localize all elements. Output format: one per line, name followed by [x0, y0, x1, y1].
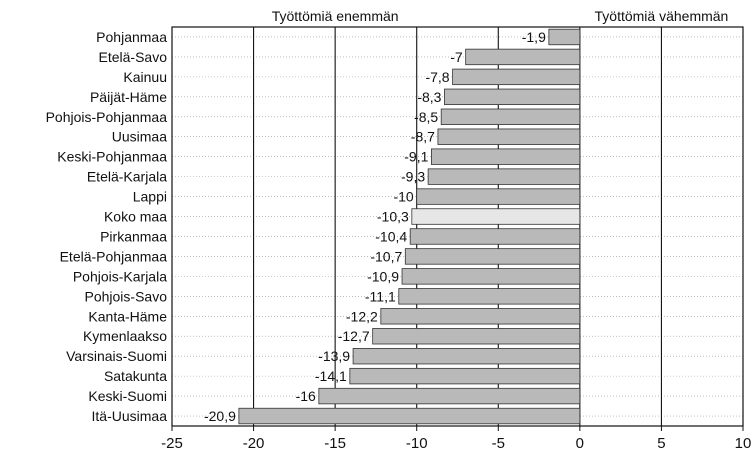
bars — [238, 28, 581, 425]
x-tick-label: -15 — [324, 435, 346, 452]
bar — [452, 68, 581, 86]
category-label: Kymenlaakso — [83, 328, 167, 344]
bar — [398, 288, 581, 305]
value-label: -10 — [393, 189, 413, 205]
value-label: -10,9 — [367, 268, 399, 284]
category-label: Pohjois-Savo — [85, 288, 168, 304]
value-label: -10,7 — [370, 248, 402, 264]
category-label: Satakunta — [104, 368, 167, 384]
x-tick-label: 0 — [576, 435, 584, 452]
category-label: Etelä-Karjala — [87, 169, 167, 185]
bar — [548, 28, 581, 46]
value-labels: -1,9 -7-7,8 -8,3 -8,5 -8,7 -9,1 -9,3 -10 -10,3 -1… — [204, 29, 546, 424]
category-label: Etelä-Savo — [99, 49, 168, 65]
bar — [352, 347, 581, 365]
value-label: -10,4 — [375, 228, 407, 244]
value-label: -8,3 — [417, 89, 441, 105]
category-label: Kanta-Häme — [88, 308, 167, 324]
bar — [430, 148, 581, 165]
x-axis-ticks: -25 -20 -15 -10 -5 0 5 10 — [161, 426, 751, 452]
category-label: Päijät-Häme — [90, 89, 167, 105]
category-label: Keski-Suomi — [88, 388, 167, 404]
header-fewer-unemployed: Työttömiä vähemmän — [595, 8, 729, 24]
category-label: Etelä-Pohjanmaa — [60, 248, 168, 264]
category-label: Varsinais-Suomi — [66, 348, 167, 364]
bar — [440, 108, 581, 125]
category-label: Pohjois-Pohjanmaa — [46, 109, 168, 125]
value-label: -14,1 — [315, 368, 347, 384]
value-label: -8,5 — [414, 109, 438, 125]
header-more-unemployed: Työttömiä enemmän — [272, 8, 399, 24]
bar — [409, 228, 581, 245]
bar — [411, 208, 581, 225]
vertical-gridlines — [253, 27, 662, 426]
bar — [437, 128, 581, 145]
value-label: -16 — [296, 388, 316, 404]
value-label: -10,3 — [377, 209, 409, 225]
bar — [444, 88, 581, 106]
category-label: Pirkanmaa — [100, 228, 167, 244]
x-tick-label: -10 — [406, 435, 428, 452]
bar — [318, 387, 581, 405]
x-tick-label: -25 — [161, 435, 183, 452]
x-tick-label: 10 — [735, 435, 752, 452]
value-label: -13,9 — [318, 348, 350, 364]
x-tick-label: 5 — [657, 435, 665, 452]
value-label: -7 — [450, 49, 463, 65]
value-label: -9,1 — [404, 149, 428, 165]
bar — [401, 268, 581, 285]
value-label: -12,7 — [338, 328, 370, 344]
value-label: -1,9 — [522, 29, 546, 45]
value-label: -9,3 — [401, 169, 425, 185]
bar — [238, 407, 581, 425]
bar — [427, 168, 581, 185]
value-label: -8,7 — [411, 129, 435, 145]
category-label: Kainuu — [123, 69, 167, 85]
bar — [349, 367, 581, 385]
value-label: -20,9 — [204, 408, 236, 424]
value-label: -12,2 — [346, 308, 378, 324]
category-label: Lappi — [133, 189, 167, 205]
category-label: Itä-Uusimaa — [92, 408, 168, 424]
category-label: Pohjanmaa — [96, 29, 167, 45]
bar — [372, 328, 581, 345]
bar — [380, 308, 581, 325]
bar — [416, 188, 581, 205]
value-label: -11,1 — [365, 288, 396, 304]
category-label: Koko maa — [104, 209, 167, 225]
value-label: -7,8 — [425, 69, 449, 85]
x-tick-label: -5 — [492, 435, 505, 452]
plot-frame — [171, 26, 744, 427]
x-tick-label: -20 — [243, 435, 265, 452]
category-label: Uusimaa — [112, 129, 167, 145]
category-label: Keski-Pohjanmaa — [57, 149, 167, 165]
bar — [404, 248, 581, 265]
category-labels: Pohjanmaa Etelä-Savo Kainuu Päijät-Häme Pohj… — [46, 29, 168, 424]
bar — [465, 48, 581, 66]
category-label: Pohjois-Karjala — [73, 268, 167, 284]
